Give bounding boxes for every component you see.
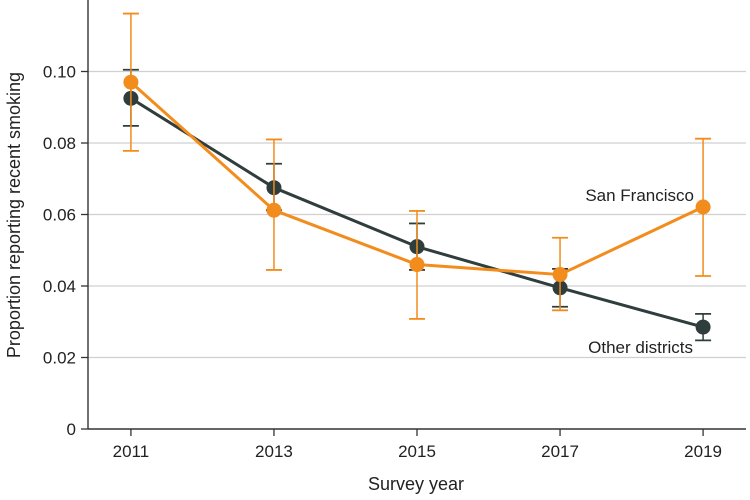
data-point <box>266 202 282 218</box>
series-label-other-districts: Other districts <box>588 338 693 357</box>
y-tick-label: 0 <box>67 420 76 439</box>
x-tick-label: 2017 <box>541 442 579 461</box>
series-label-san-francisco: San Francisco <box>585 186 694 205</box>
y-tick-label: 0.06 <box>43 206 76 225</box>
data-point <box>409 257 425 273</box>
data-point <box>123 74 139 90</box>
y-tick-label: 0.08 <box>43 134 76 153</box>
y-tick-label: 0.10 <box>43 63 76 82</box>
data-point <box>552 267 568 283</box>
y-axis-title: Proportion reporting recent smoking <box>4 72 24 358</box>
x-tick-label: 2011 <box>113 442 150 461</box>
series-san-francisco <box>122 12 712 320</box>
label-layer: 0 0.02 0.04 0.06 0.08 0.10 2011 2013 2015 2017 201… <box>43 63 722 462</box>
data-point <box>695 319 711 335</box>
x-axis-title: Survey year <box>368 474 464 494</box>
y-tick-label: 0.02 <box>43 349 76 368</box>
x-tick-label: 2019 <box>684 442 722 461</box>
x-tick-label: 2015 <box>398 442 436 461</box>
data-point <box>695 199 711 215</box>
axis-layer <box>81 0 746 436</box>
x-tick-label: 2013 <box>255 442 293 461</box>
series-layer <box>122 12 712 342</box>
y-tick-label: 0.04 <box>43 277 76 296</box>
